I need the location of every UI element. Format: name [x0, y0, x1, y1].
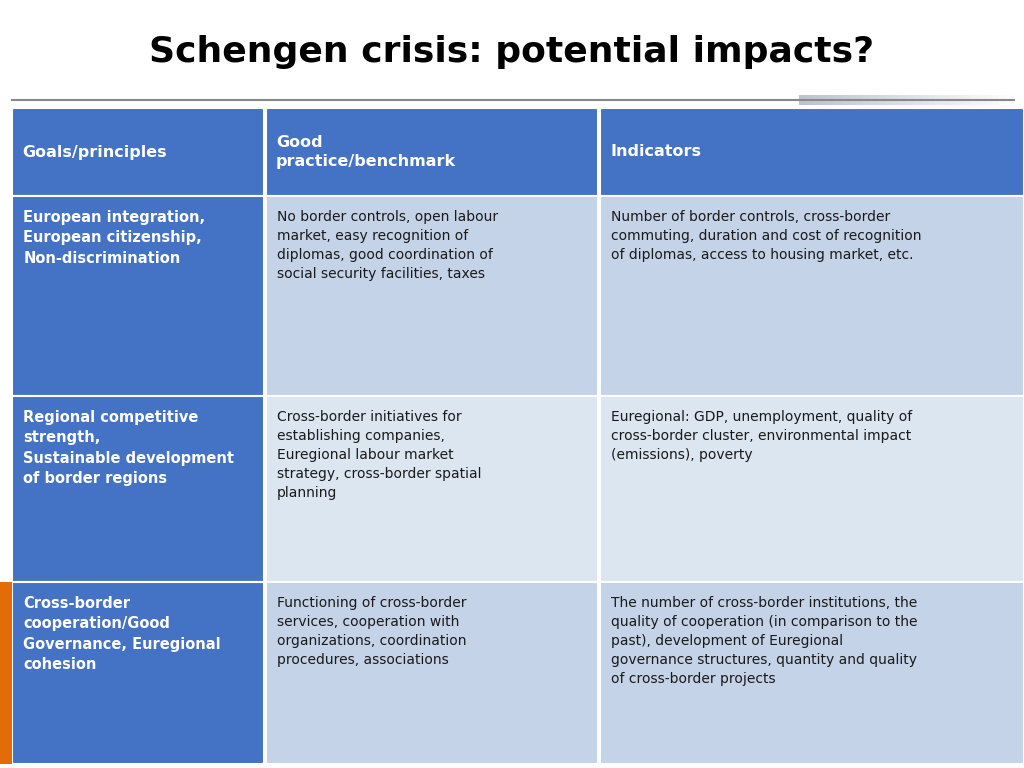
Bar: [600, 396, 1024, 582]
Bar: [878, 95, 885, 105]
Bar: [863, 95, 870, 105]
Bar: [806, 95, 813, 105]
Text: Indicators: Indicators: [610, 144, 701, 160]
Bar: [265, 108, 598, 196]
Bar: [600, 108, 1024, 196]
Bar: [985, 95, 992, 105]
Bar: [992, 95, 999, 105]
Text: Goals/principles: Goals/principles: [23, 144, 167, 160]
Bar: [827, 95, 835, 105]
Bar: [942, 95, 949, 105]
Text: Cross-border
cooperation/Good
Governance, Euregional
cohesion: Cross-border cooperation/Good Governance…: [24, 596, 221, 672]
Bar: [12, 396, 263, 582]
Bar: [899, 95, 906, 105]
Bar: [0, 582, 12, 764]
Bar: [12, 108, 263, 196]
Text: Regional competitive
strength,
Sustainable development
of border regions: Regional competitive strength, Sustainab…: [24, 410, 234, 486]
Bar: [12, 582, 263, 764]
Bar: [856, 95, 863, 105]
Bar: [921, 95, 928, 105]
Text: Euregional: GDP, unemployment, quality of
cross-border cluster, environmental im: Euregional: GDP, unemployment, quality o…: [611, 410, 912, 462]
Bar: [820, 95, 827, 105]
Bar: [799, 95, 806, 105]
Text: Good
practice/benchmark: Good practice/benchmark: [275, 135, 456, 169]
Text: Number of border controls, cross-border
commuting, duration and cost of recognit: Number of border controls, cross-border …: [611, 210, 922, 262]
Bar: [870, 95, 878, 105]
Bar: [600, 196, 1024, 396]
Text: Schengen crisis: potential impacts?: Schengen crisis: potential impacts?: [150, 35, 874, 69]
Bar: [913, 95, 921, 105]
Bar: [265, 396, 598, 582]
Text: Functioning of cross-border
services, cooperation with
organizations, coordinati: Functioning of cross-border services, co…: [276, 596, 466, 667]
Bar: [906, 95, 913, 105]
Bar: [956, 95, 964, 105]
Bar: [835, 95, 842, 105]
Bar: [971, 95, 978, 105]
Bar: [964, 95, 971, 105]
Bar: [842, 95, 849, 105]
Text: European integration,
European citizenship,
Non-discrimination: European integration, European citizensh…: [24, 210, 206, 266]
Bar: [1007, 95, 1014, 105]
Text: Cross-border initiatives for
establishing companies,
Euregional labour market
st: Cross-border initiatives for establishin…: [276, 410, 481, 500]
Bar: [892, 95, 899, 105]
Bar: [928, 95, 935, 105]
Bar: [600, 582, 1024, 764]
Text: No border controls, open labour
market, easy recognition of
diplomas, good coord: No border controls, open labour market, …: [276, 210, 498, 281]
Bar: [885, 95, 892, 105]
Bar: [265, 196, 598, 396]
Bar: [849, 95, 856, 105]
Bar: [999, 95, 1007, 105]
Bar: [978, 95, 985, 105]
Bar: [935, 95, 942, 105]
Text: The number of cross-border institutions, the
quality of cooperation (in comparis: The number of cross-border institutions,…: [611, 596, 918, 686]
Bar: [813, 95, 820, 105]
Bar: [265, 582, 598, 764]
Bar: [949, 95, 956, 105]
Bar: [12, 196, 263, 396]
